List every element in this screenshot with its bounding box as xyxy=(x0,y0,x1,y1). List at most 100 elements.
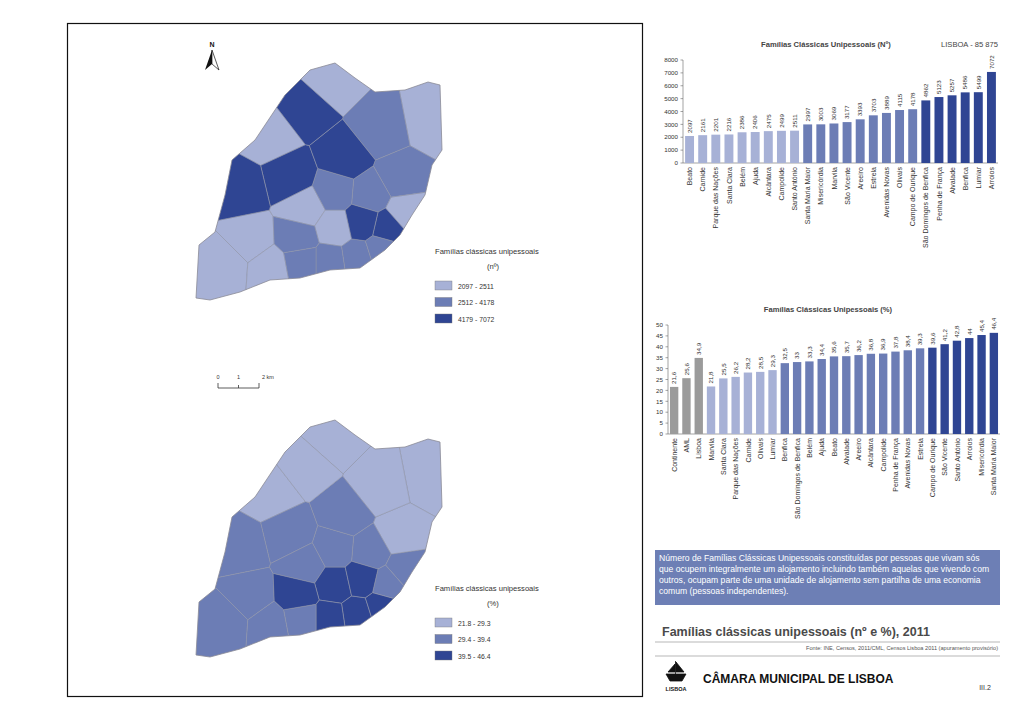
map-outline xyxy=(196,420,442,657)
map-district xyxy=(170,473,270,579)
data-label: 2216 xyxy=(725,117,732,131)
data-label: 4178 xyxy=(909,92,916,106)
category-label: Olivais xyxy=(757,438,764,460)
map-district xyxy=(373,565,422,606)
bar xyxy=(698,135,707,163)
category-label: Carnide xyxy=(699,167,706,192)
bar xyxy=(756,372,764,434)
bar xyxy=(738,132,747,163)
text: 6000 xyxy=(664,82,678,89)
text: Famílias clássicas unipessoais xyxy=(435,247,539,256)
data-label: 41,2 xyxy=(941,329,948,342)
bar xyxy=(830,356,838,434)
map-districts xyxy=(170,30,470,330)
bar xyxy=(719,378,727,434)
text: 21.8 - 29.3 xyxy=(458,620,491,627)
bar xyxy=(764,131,773,163)
bar xyxy=(856,119,865,163)
category-label: Estrela xyxy=(917,438,924,460)
bar xyxy=(882,113,891,163)
rule xyxy=(655,656,1000,657)
text: 45 xyxy=(656,332,663,339)
y-tick xyxy=(681,98,684,99)
category-label: Belém xyxy=(806,438,813,458)
text: 1000 xyxy=(664,146,678,153)
category-label: Areeiro xyxy=(855,438,862,461)
bar xyxy=(790,131,799,163)
map-district xyxy=(261,502,318,564)
text: 29.4 - 39.4 xyxy=(458,636,491,643)
text: 2097 - 2511 xyxy=(458,283,494,290)
y-tick xyxy=(666,434,669,435)
data-label: 3703 xyxy=(870,98,877,112)
bar xyxy=(803,124,812,163)
text: 15 xyxy=(656,398,663,405)
data-label: 2161 xyxy=(699,118,706,132)
data-label: 5257 xyxy=(948,78,955,92)
map-district xyxy=(365,593,470,687)
bar xyxy=(867,354,875,434)
text: 40 xyxy=(656,343,663,350)
data-label: 7072 xyxy=(988,55,995,69)
data-label: 2201 xyxy=(712,117,719,131)
bar xyxy=(854,355,862,434)
bar xyxy=(670,387,678,434)
legend-swatch xyxy=(435,298,452,307)
text: LISBOA xyxy=(666,686,687,692)
text: Famílias Clássicas Unipessoais (Nº) xyxy=(761,40,891,49)
data-label: 33 xyxy=(793,352,800,359)
text: LISBOA - 85 875 xyxy=(941,40,998,49)
bar xyxy=(685,136,694,163)
data-label: 35,6 xyxy=(830,341,837,354)
bar xyxy=(928,348,936,434)
data-label: 2097 xyxy=(686,119,693,133)
category-label: Alvalade xyxy=(949,167,956,194)
category-label: Continente xyxy=(671,438,678,472)
bar xyxy=(987,72,996,163)
legend-swatch xyxy=(435,651,452,660)
north-arrow xyxy=(205,50,212,70)
data-label: 4862 xyxy=(922,83,929,97)
data-label: 36,8 xyxy=(867,338,874,351)
legend-swatch xyxy=(435,281,452,290)
category-label: Arroios xyxy=(966,438,973,461)
category-label: Avenidas Novas xyxy=(904,438,911,489)
data-label: 2386 xyxy=(738,115,745,129)
y-tick xyxy=(666,325,669,326)
data-label: 2499 xyxy=(778,114,785,128)
bar xyxy=(751,132,760,163)
bar xyxy=(818,359,826,434)
north-arrow xyxy=(212,50,219,70)
text: 7000 xyxy=(664,69,678,76)
y-tick xyxy=(666,368,669,369)
legend-swatch xyxy=(435,314,452,323)
text: Famílias clássicas unipessoais (nº e %),… xyxy=(662,625,930,639)
bar xyxy=(974,92,983,163)
y-tick xyxy=(666,401,669,402)
bar xyxy=(781,363,789,434)
category-label: Lumiar xyxy=(769,437,776,459)
bar xyxy=(744,373,752,434)
category-label: Santa Clara xyxy=(720,438,727,475)
category-label: Misericórdia xyxy=(978,438,985,476)
bar xyxy=(829,123,838,163)
data-label: 26,2 xyxy=(732,361,739,374)
map-district xyxy=(315,210,352,246)
category-label: Benfica xyxy=(781,438,788,461)
text: Famílias Clássicas Unipessoais (%) xyxy=(764,305,893,314)
map-district xyxy=(315,567,352,603)
data-label: 33,3 xyxy=(806,346,813,359)
map-district xyxy=(273,216,319,252)
y-tick xyxy=(681,124,684,125)
bar xyxy=(777,131,786,163)
data-label: 3393 xyxy=(856,102,863,116)
data-label: 36,9 xyxy=(879,338,886,351)
bar xyxy=(816,124,825,163)
category-label: Beato xyxy=(686,167,693,185)
text: CÂMARA MUNICIPAL DE LISBOA xyxy=(703,671,894,686)
data-label: 2997 xyxy=(804,107,811,121)
y-tick xyxy=(681,111,684,112)
category-label: Campo de Ourique xyxy=(909,167,917,226)
map-district xyxy=(342,596,394,687)
data-label: 21,6 xyxy=(670,371,677,384)
